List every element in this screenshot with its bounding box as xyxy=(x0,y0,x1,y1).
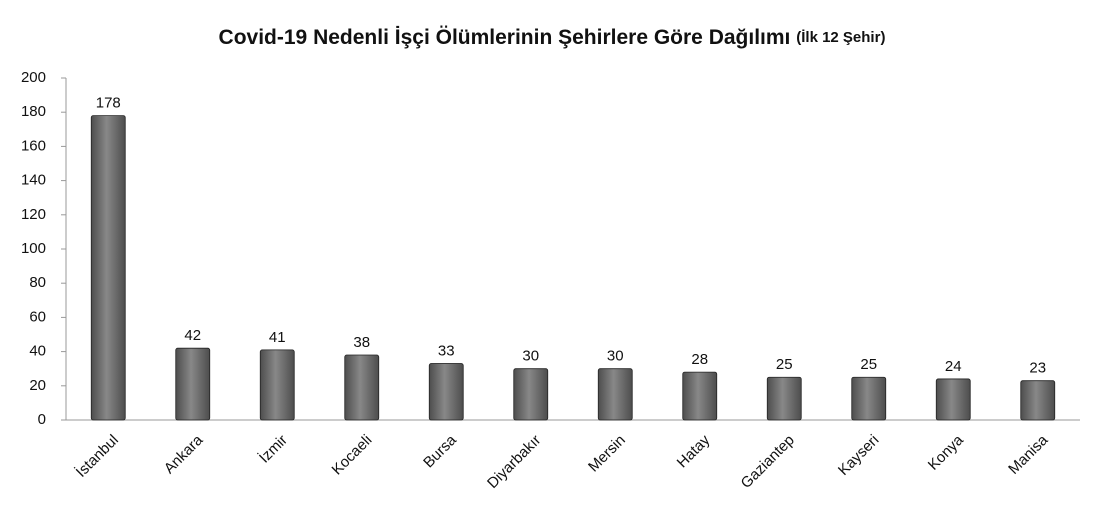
y-tick-label: 20 xyxy=(29,377,46,394)
value-label: 30 xyxy=(522,348,539,365)
value-label: 23 xyxy=(1029,360,1046,377)
value-label: 33 xyxy=(438,343,455,360)
bar xyxy=(682,371,718,421)
y-tick-label: 140 xyxy=(21,172,46,189)
bar xyxy=(597,368,633,421)
value-label: 38 xyxy=(353,334,370,351)
y-tick-label: 0 xyxy=(38,411,46,428)
x-tick-label: Hatay xyxy=(674,431,714,471)
bar xyxy=(259,349,295,421)
chart-subtitle: (İlk 12 Şehir) xyxy=(796,29,885,46)
bar xyxy=(935,378,971,421)
bar xyxy=(851,376,887,421)
bar xyxy=(1020,380,1056,421)
y-tick-label: 80 xyxy=(29,274,46,291)
bar xyxy=(90,115,126,421)
value-label: 42 xyxy=(184,327,201,344)
x-tick-label: Ankara xyxy=(161,431,207,477)
bar xyxy=(344,354,380,421)
x-tick-label: Konya xyxy=(925,431,968,474)
value-label: 178 xyxy=(96,95,121,112)
bar xyxy=(175,347,211,421)
bar xyxy=(766,376,802,421)
y-tick-label: 120 xyxy=(21,206,46,223)
value-label: 28 xyxy=(691,351,708,368)
x-tick-label: Kocaeli xyxy=(329,432,376,479)
value-label: 30 xyxy=(607,348,624,365)
x-tick-label: Manisa xyxy=(1005,431,1052,478)
bar xyxy=(513,368,549,421)
y-tick-label: 40 xyxy=(29,343,46,360)
value-label: 41 xyxy=(269,329,286,346)
x-tick-label: Kayseri xyxy=(835,432,882,479)
x-tick-label: Bursa xyxy=(420,431,460,471)
y-tick-label: 60 xyxy=(29,308,46,325)
value-label: 25 xyxy=(776,356,793,373)
value-label: 25 xyxy=(860,356,877,373)
y-tick-label: 180 xyxy=(21,103,46,120)
x-tick-label: İstanbul xyxy=(72,431,122,481)
x-tick-label: Mersin xyxy=(585,432,629,476)
bar xyxy=(428,363,464,421)
y-tick-label: 160 xyxy=(21,137,46,154)
x-tick-label: Gaziantep xyxy=(738,432,798,492)
y-tick-label: 200 xyxy=(21,69,46,86)
y-tick-label: 100 xyxy=(21,240,46,257)
x-tick-label: İzmir xyxy=(255,431,291,467)
x-tick-label: Diyarbakır xyxy=(484,432,544,492)
title-main: Covid-19 Nedenli İşçi Ölümlerinin Şehirl… xyxy=(219,26,791,49)
chart-title: Covid-19 Nedenli İşçi Ölümlerinin Şehirl… xyxy=(219,26,886,49)
value-label: 24 xyxy=(945,358,962,375)
